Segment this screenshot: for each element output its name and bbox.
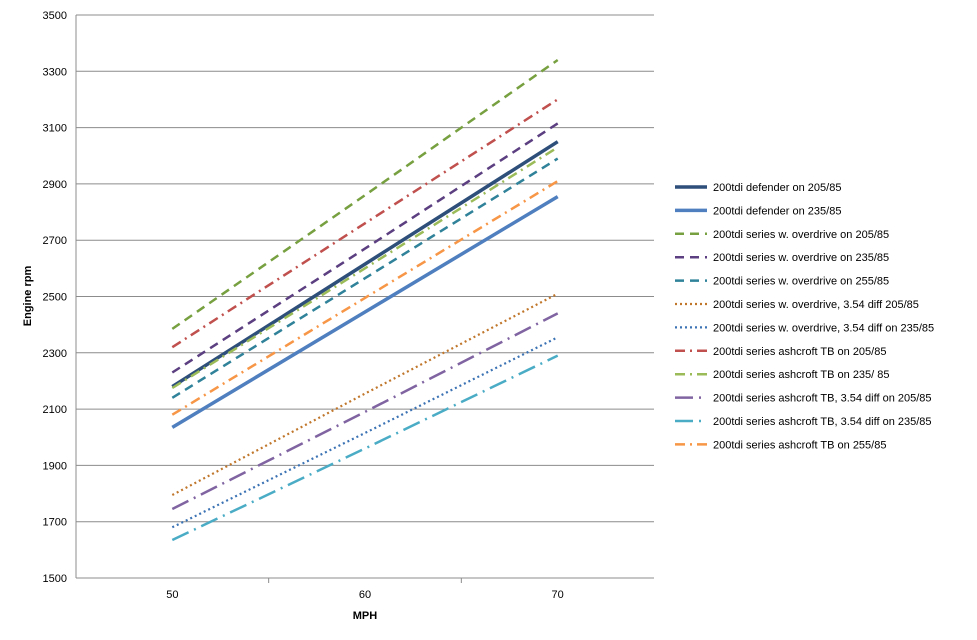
legend-label: 200tdi series ashcroft TB on 255/85	[713, 439, 886, 451]
y-tick-label: 3500	[43, 10, 67, 22]
series-line	[171, 354, 559, 542]
x-tick-label: 50	[166, 589, 178, 601]
legend: 200tdi defender on 205/85 200tdi defender…	[675, 182, 934, 451]
legend-label: 200tdi series w. overdrive on 235/85	[713, 252, 889, 264]
x-axis-title: MPH	[353, 610, 378, 622]
legend-label: 200tdi series w. overdrive on 255/85	[713, 276, 889, 288]
y-tick-label: 3100	[43, 123, 67, 135]
legend-label: 200tdi series w. overdrive on 205/85	[713, 229, 889, 241]
y-tick-label: 1700	[43, 517, 67, 529]
legend-label: 200tdi series ashcroft TB, 3.54 diff on …	[713, 416, 932, 428]
y-tick-label: 3300	[43, 66, 67, 78]
y-tick-label: 2500	[43, 292, 67, 304]
series-line	[171, 146, 559, 390]
legend-label: 200tdi defender on 205/85	[713, 182, 841, 194]
series-line	[171, 195, 559, 429]
y-tick-label: 2900	[43, 179, 67, 191]
y-axis-title: Engine rpm	[22, 266, 34, 327]
x-tick-label: 70	[552, 589, 564, 601]
legend-label: 200tdi series ashcroft TB, 3.54 diff on …	[713, 393, 932, 405]
series-line	[171, 98, 559, 349]
legend-label: 200tdi series w. overdrive, 3.54 diff on…	[713, 322, 934, 334]
series-lines	[171, 58, 559, 542]
y-tick-label: 1500	[43, 573, 67, 585]
series-line	[171, 336, 559, 529]
series-line	[171, 58, 559, 330]
y-tick-labels: 1500 1700 1900 2100 2300 2500 2700 2900 3100 3300…	[43, 10, 67, 585]
series-line	[171, 312, 559, 511]
series-line	[171, 157, 559, 399]
legend-label: 200tdi defender on 235/85	[713, 205, 841, 217]
x-tick-labels: 50 60 70	[166, 589, 564, 601]
y-tick-label: 2700	[43, 235, 67, 247]
x-tick-label: 60	[359, 589, 371, 601]
legend-label: 200tdi series ashcroft TB on 205/85	[713, 346, 886, 358]
y-tick-label: 1900	[43, 460, 67, 472]
series-line	[171, 122, 559, 374]
y-tick-label: 2300	[43, 348, 67, 360]
series-line	[171, 140, 559, 389]
series-line	[171, 180, 559, 416]
legend-label: 200tdi series ashcroft TB on 235/ 85	[713, 369, 890, 381]
axes	[75, 15, 654, 583]
legend-label: 200tdi series w. overdrive, 3.54 diff 20…	[713, 299, 919, 311]
y-tick-label: 2100	[43, 404, 67, 416]
